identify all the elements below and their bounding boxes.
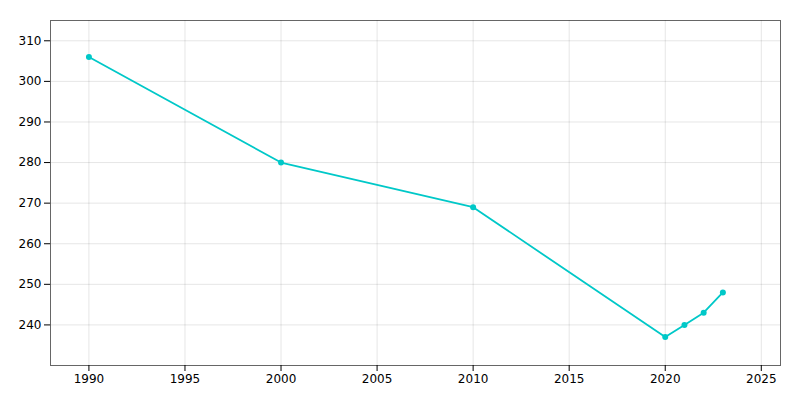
svg-text:290: 290 bbox=[19, 115, 42, 129]
svg-text:2025: 2025 bbox=[746, 372, 777, 386]
svg-text:310: 310 bbox=[19, 34, 42, 48]
svg-text:280: 280 bbox=[19, 155, 42, 169]
svg-text:1995: 1995 bbox=[170, 372, 201, 386]
svg-text:250: 250 bbox=[19, 277, 42, 291]
svg-text:2005: 2005 bbox=[362, 372, 393, 386]
svg-text:2015: 2015 bbox=[554, 372, 585, 386]
svg-text:2010: 2010 bbox=[458, 372, 489, 386]
svg-text:1990: 1990 bbox=[74, 372, 105, 386]
svg-text:270: 270 bbox=[19, 196, 42, 210]
svg-text:260: 260 bbox=[19, 237, 42, 251]
svg-text:300: 300 bbox=[19, 74, 42, 88]
svg-text:2020: 2020 bbox=[650, 372, 681, 386]
svg-text:2000: 2000 bbox=[266, 372, 297, 386]
svg-text:240: 240 bbox=[19, 318, 42, 332]
